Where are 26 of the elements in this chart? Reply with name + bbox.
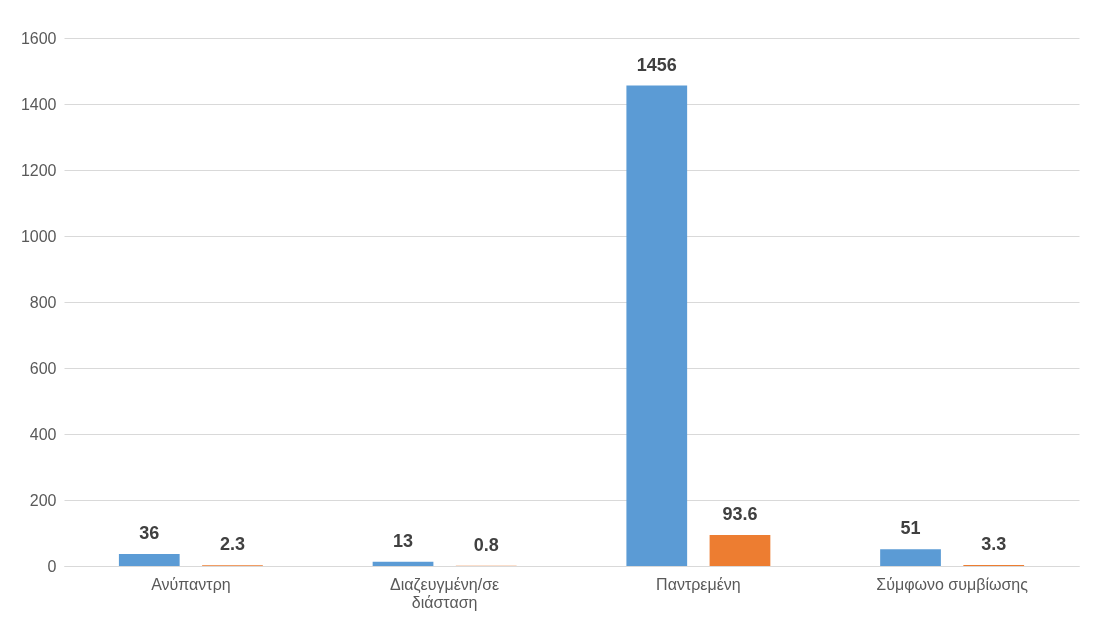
data-label: 93.6 (722, 504, 758, 525)
data-label: 2.3 (219, 534, 245, 555)
y-tick-label: 800 (29, 293, 57, 311)
bar (118, 554, 180, 566)
bar (709, 535, 771, 566)
x-tick-label: Σύμφωνο συμβίωσης (876, 575, 1029, 593)
data-label: 0.8 (473, 534, 499, 555)
y-tick-label: 1400 (20, 95, 57, 113)
data-label: 1456 (636, 54, 677, 75)
bar (372, 561, 434, 566)
x-tick-label: Παντρεμένη (656, 575, 741, 593)
y-tick-label: 1200 (20, 161, 57, 179)
bar (626, 85, 688, 566)
x-tick-label: Διαζευγμένη/σε διάσταση (390, 575, 500, 611)
y-tick-label: 1600 (20, 29, 57, 47)
y-tick-label: 1000 (20, 227, 57, 245)
y-tick-label: 0 (47, 557, 57, 575)
x-tick-label: Ανύπαντρη (151, 575, 231, 593)
y-tick-label: 400 (29, 425, 57, 443)
data-label: 51 (900, 518, 921, 539)
data-label: 3.3 (981, 533, 1007, 554)
bar (880, 549, 941, 566)
data-label: 13 (393, 530, 414, 551)
data-label: 36 (139, 523, 160, 544)
y-tick-label: 200 (29, 491, 57, 509)
y-tick-label: 600 (29, 359, 57, 377)
